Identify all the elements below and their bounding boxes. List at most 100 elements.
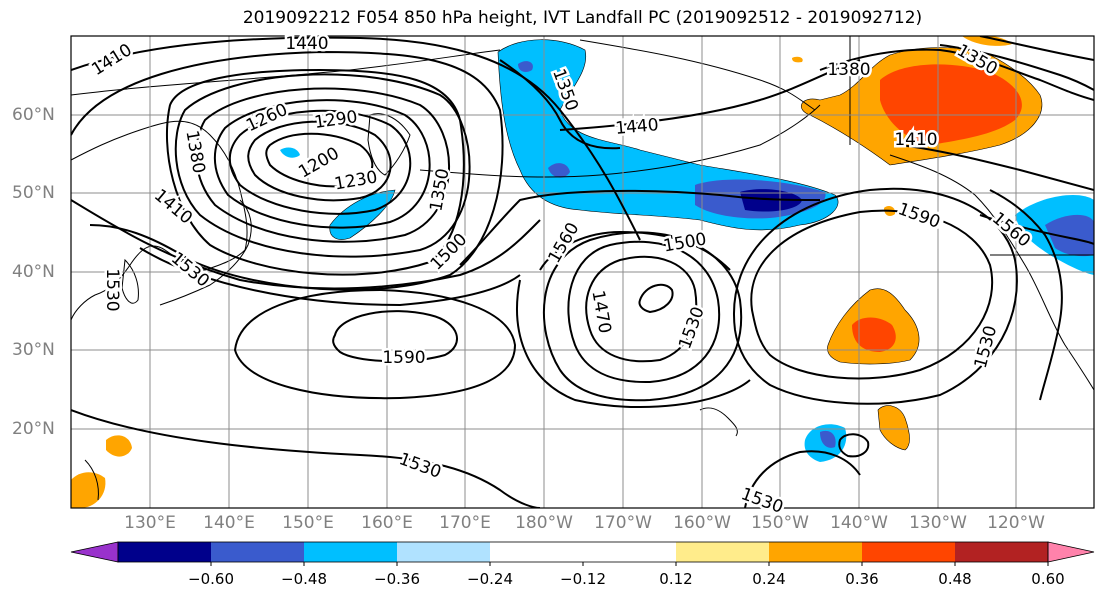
contour-1500-a <box>459 189 821 266</box>
longitude-label: 130°E <box>124 513 176 533</box>
colorbar-segment <box>304 542 398 562</box>
colorbar-segment <box>676 542 770 562</box>
contour-1470-center <box>638 283 674 314</box>
colorbar-tick-label: 0.36 <box>845 570 879 588</box>
contour-1560-ne <box>979 214 1094 245</box>
pos-region-south <box>877 405 910 451</box>
colorbar <box>70 541 1095 566</box>
coast-hawaii <box>699 407 738 437</box>
contour-1530 <box>139 247 521 307</box>
contour-1350-ne <box>939 44 1094 91</box>
colorbar-segment <box>862 542 956 562</box>
contour-1440-east <box>559 59 861 131</box>
longitude-label: 160°E <box>361 513 413 533</box>
latitude-label: 60°N <box>12 105 55 125</box>
colorbar-extend-low <box>70 541 119 563</box>
contour-1470-inner <box>585 255 698 363</box>
longitude-label: 150°E <box>282 513 334 533</box>
latitude-label: 20°N <box>12 419 55 439</box>
colorbar-segment <box>118 542 212 562</box>
neg-region-small-2 <box>518 61 533 72</box>
colorbar-tick-label: 0.48 <box>938 570 972 588</box>
colorbar-tick-label: 0.60 <box>1031 570 1065 588</box>
coast-japan <box>159 199 252 306</box>
longitude-label: 150°W <box>751 513 809 533</box>
contour-label: 1440 <box>285 34 328 54</box>
contour-1560-big <box>516 279 751 408</box>
neg-region-hawaii-east-core <box>820 430 836 448</box>
pos-region-philippine <box>106 435 132 457</box>
contour-low-inner-1 <box>265 132 374 188</box>
coast-philippines <box>84 459 99 501</box>
coast-canada-border <box>849 36 1094 256</box>
contour-1470 <box>71 199 541 290</box>
longitude-label: 170°W <box>594 513 652 533</box>
colorbar-segment <box>211 542 305 562</box>
longitude-label: 170°E <box>439 513 491 533</box>
contour-1350-alaska <box>499 59 621 150</box>
map-title: 2019092212 F054 850 hPa height, IVT Land… <box>242 8 923 28</box>
colorbar-segment <box>397 542 491 562</box>
contour-1590-east <box>750 209 994 380</box>
latitude-label: 30°N <box>12 340 55 360</box>
contour-1380-alaska <box>819 48 1094 101</box>
contour-1530-east <box>989 189 1063 401</box>
colorbar-tick-label: −0.36 <box>374 570 420 588</box>
latitude-label: 50°N <box>12 183 55 203</box>
colorbar-tick-label: −0.24 <box>467 570 513 588</box>
colorbar-tick-label: 0.12 <box>659 570 693 588</box>
colorbar-extend-high <box>1047 541 1095 563</box>
longitude-label: 140°W <box>830 513 888 533</box>
contour-1440 <box>71 36 641 241</box>
colorbar-segment <box>955 542 1049 562</box>
neg-region-okhotsk <box>280 147 300 158</box>
contour-1530-se <box>744 450 861 508</box>
contour-small-hawaii <box>838 433 870 458</box>
coast-kamchatka <box>367 113 411 176</box>
contour-label: 1380 <box>827 60 870 80</box>
longitude-label: 180°W <box>515 513 573 533</box>
longitude-label: 160°W <box>673 513 731 533</box>
contour-1410-ne <box>899 144 1094 191</box>
contour-low-inner-4 <box>213 99 431 229</box>
pos-region-alaska-core <box>880 64 1022 145</box>
plot-frame <box>70 35 1095 509</box>
contour-label: 1530 <box>102 268 122 311</box>
contour-1590-high <box>332 310 458 363</box>
colorbar-segment <box>490 542 584 562</box>
contour-label: 1590 <box>382 348 425 368</box>
longitude-label: 130°W <box>909 513 967 533</box>
height-contours <box>71 36 1094 508</box>
contour-1560-east <box>732 187 1018 405</box>
contour-1440-ne <box>979 36 1094 61</box>
coast-siberia <box>71 49 501 96</box>
contour-1380 <box>166 68 465 276</box>
colorbar-tick-label: −0.48 <box>281 570 327 588</box>
contour-1410 <box>71 50 504 291</box>
contour-low-inner-5 <box>195 87 450 243</box>
contour-low-inner-2 <box>247 120 392 202</box>
coast-korea <box>121 258 139 304</box>
neg-region-small-1 <box>548 163 570 178</box>
contour-low-inner-3 <box>228 109 412 215</box>
contour-label: 1440 <box>615 115 660 139</box>
coast-asia <box>71 120 248 321</box>
coast-na-west <box>889 154 1094 391</box>
pos-region-east-pacific-core <box>852 317 896 352</box>
contour-1500-inner <box>567 240 721 384</box>
latitude-label: 40°N <box>12 262 55 282</box>
longitude-label: 120°W <box>987 513 1045 533</box>
contour-label: 1410 <box>894 130 937 150</box>
contour-1530-south <box>71 409 541 508</box>
contour-1560-west <box>233 288 517 400</box>
neg-region-center <box>740 189 802 212</box>
colorbar-segment <box>769 542 863 562</box>
neg-region-west-coast-core <box>1045 214 1094 257</box>
contour-low-6 <box>174 73 471 258</box>
pos-region-small <box>792 56 803 63</box>
colorbar-segment <box>583 542 677 562</box>
colorbar-tick-label: −0.60 <box>188 570 234 588</box>
colorbar-tick-label: 0.24 <box>752 570 786 588</box>
colorbar-tick-label: −0.12 <box>560 570 606 588</box>
